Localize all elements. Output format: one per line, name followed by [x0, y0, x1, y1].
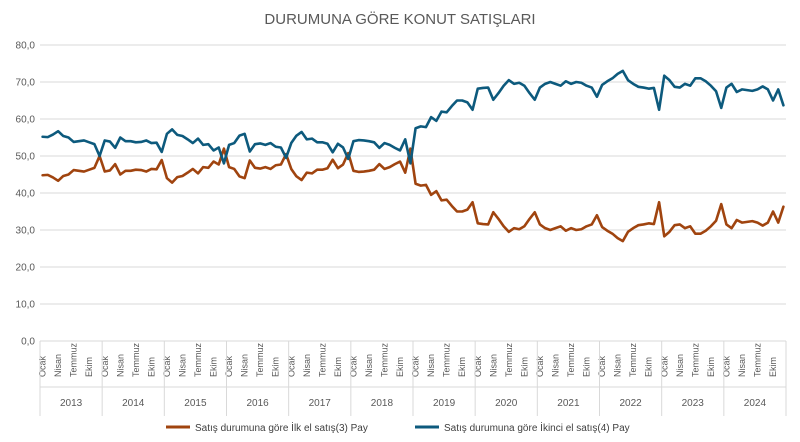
x-month-label: Nisan: [550, 354, 560, 377]
y-tick-label: 0,0: [21, 337, 35, 348]
x-month-label: Nisan: [302, 354, 312, 377]
x-year-label: 2017: [309, 398, 332, 409]
x-month-label: Nisan: [364, 354, 374, 377]
x-year-label: 2020: [495, 398, 518, 409]
x-month-label: Ekim: [519, 357, 529, 377]
x-month-label: Ekim: [333, 357, 343, 377]
x-month-label: Ekim: [146, 357, 156, 377]
x-month-label: Ekim: [644, 357, 654, 377]
y-tick-label: 40,0: [16, 189, 36, 200]
x-month-label: Temmuz: [69, 342, 79, 377]
x-month-label: Temmuz: [317, 342, 327, 377]
x-month-label: Temmuz: [566, 342, 576, 377]
x-year-label: 2021: [557, 398, 580, 409]
x-year-label: 2023: [682, 398, 705, 409]
x-month-label: Ocak: [286, 355, 296, 377]
x-month-label: Ocak: [348, 355, 358, 377]
x-year-label: 2022: [619, 398, 642, 409]
x-month-label: Ekim: [768, 357, 778, 377]
x-month-label: Temmuz: [193, 342, 203, 377]
x-month-label: Ocak: [659, 355, 669, 377]
x-month-label: Ocak: [100, 355, 110, 377]
series-line-2: [41, 69, 785, 165]
x-month-label: Temmuz: [504, 342, 514, 377]
series-line-1: [41, 147, 785, 243]
x-year-label: 2013: [60, 398, 83, 409]
x-month-label: Nisan: [115, 354, 125, 377]
x-month-label: Ekim: [84, 357, 94, 377]
x-month-label: Temmuz: [255, 342, 265, 377]
x-month-label: Ocak: [38, 355, 48, 377]
series-lines: [41, 69, 785, 243]
x-month-label: Temmuz: [442, 342, 452, 377]
x-year-label: 2018: [371, 398, 394, 409]
x-month-label: Ocak: [721, 355, 731, 377]
x-month-label: Nisan: [613, 354, 623, 377]
x-month-label: Nisan: [177, 354, 187, 377]
y-tick-label: 30,0: [16, 226, 36, 237]
y-tick-label: 10,0: [16, 300, 36, 311]
x-month-label: Ekim: [706, 357, 716, 377]
x-axis: Ocak Nisan Temmuz Ekim 2013 Ocak Nisan Temmuz Ek…: [38, 341, 787, 416]
y-tick-label: 60,0: [16, 115, 36, 126]
x-month-label: Nisan: [426, 354, 436, 377]
y-tick-label: 70,0: [16, 78, 36, 89]
y-tick-label: 50,0: [16, 152, 36, 163]
x-month-label: Nisan: [488, 354, 498, 377]
x-year-label: 2014: [122, 398, 145, 409]
y-tick-label: 80,0: [16, 41, 36, 52]
x-month-label: Temmuz: [131, 342, 141, 377]
x-year-label: 2024: [744, 398, 767, 409]
y-tick-label: 20,0: [16, 263, 36, 274]
x-month-label: Temmuz: [628, 342, 638, 377]
x-month-label: Ocak: [411, 355, 421, 377]
x-year-label: 2015: [184, 398, 207, 409]
x-month-label: Nisan: [737, 354, 747, 377]
x-month-label: Ocak: [535, 355, 545, 377]
x-month-label: Ocak: [224, 355, 234, 377]
x-month-label: Nisan: [675, 354, 685, 377]
x-month-label: Ocak: [597, 355, 607, 377]
x-month-label: Ekim: [457, 357, 467, 377]
x-month-label: Nisan: [240, 354, 250, 377]
x-month-label: Ocak: [162, 355, 172, 377]
x-year-label: 2019: [433, 398, 456, 409]
chart-title: DURUMUNA GÖRE KONUT SATIŞLARI: [264, 10, 535, 28]
x-year-label: 2016: [246, 398, 269, 409]
x-month-label: Ekim: [271, 357, 281, 377]
x-month-label: Ekim: [209, 357, 219, 377]
legend-label-series-1: Satış durumuna göre İlk el satış(3) Pay: [195, 421, 368, 434]
x-month-label: Temmuz: [380, 342, 390, 377]
x-month-label: Ekim: [395, 357, 405, 377]
legend-label-series-2: Satış durumuna göre İkinci el satış(4) P…: [444, 421, 630, 434]
x-month-label: Temmuz: [690, 342, 700, 377]
x-month-label: Ocak: [473, 355, 483, 377]
legend: Satış durumuna göre İlk el satış(3) Pay …: [166, 421, 630, 434]
gridlines: [40, 44, 786, 342]
x-month-label: Ekim: [582, 357, 592, 377]
x-month-label: Temmuz: [753, 342, 763, 377]
y-axis: 0,0 10,0 20,0 30,0 40,0 50,0 60,0 70,0 80,0: [16, 41, 36, 348]
x-month-label: Nisan: [53, 354, 63, 377]
